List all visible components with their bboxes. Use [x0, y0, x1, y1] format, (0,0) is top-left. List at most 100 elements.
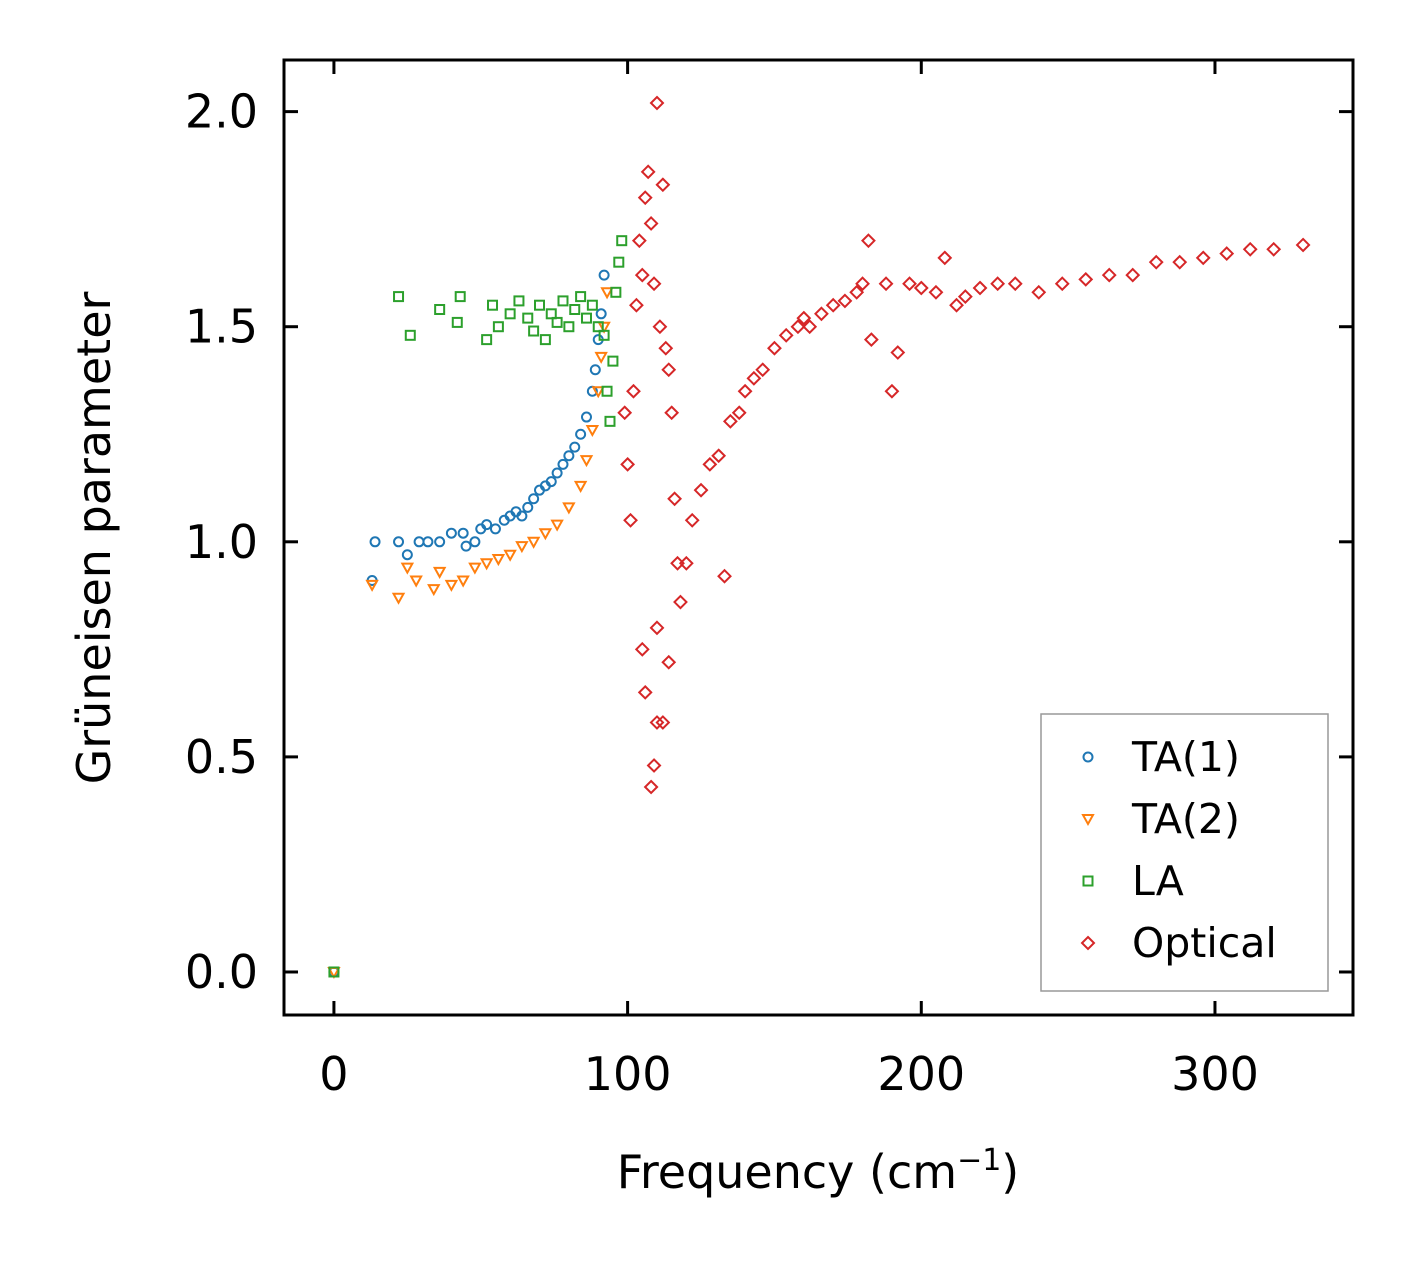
point-ta2 — [585, 424, 600, 438]
point-optical — [849, 284, 865, 300]
point-la — [613, 256, 625, 268]
point-la — [393, 291, 405, 303]
point-optical — [649, 715, 665, 730]
point-optical — [1101, 267, 1117, 283]
point-optical — [664, 405, 680, 421]
point-ta2 — [538, 528, 553, 541]
point-optical — [623, 512, 638, 528]
point-la — [598, 329, 610, 341]
point-ta1 — [413, 536, 425, 548]
point-ta1 — [401, 549, 413, 561]
point-optical — [855, 276, 870, 292]
point-la — [528, 325, 540, 337]
point-ta2 — [456, 575, 470, 588]
point-ta1 — [563, 450, 575, 462]
point-optical — [1078, 271, 1094, 287]
legend-label: TA(2) — [1131, 795, 1240, 843]
point-ta2 — [515, 541, 529, 554]
point-la — [616, 235, 628, 247]
point-optical — [814, 306, 829, 322]
point-optical — [737, 383, 753, 399]
point-optical — [928, 284, 944, 300]
point-ta2 — [503, 549, 517, 562]
point-ta2 — [597, 321, 611, 334]
point-optical — [629, 297, 644, 313]
point-optical — [778, 327, 794, 343]
legend-label: TA(1) — [1131, 733, 1240, 781]
point-la — [513, 295, 525, 307]
point-la — [601, 385, 613, 397]
legend: TA(1) TA(2) LA Optical — [1040, 713, 1329, 992]
point-ta1 — [445, 527, 457, 539]
point-la — [522, 312, 534, 324]
point-la — [575, 291, 587, 303]
point-optical — [796, 310, 812, 326]
point-ta2 — [550, 519, 564, 532]
point-optical — [949, 297, 964, 313]
point-optical — [1266, 241, 1282, 257]
point-ta1 — [434, 536, 446, 548]
axis-ticks: 0 100 200 300 0.0 0.5 1.0 1.5 2.0 — [185, 60, 1353, 1101]
point-ta2 — [562, 502, 576, 515]
point-ta1 — [422, 536, 434, 548]
point-la — [404, 329, 416, 341]
point-la — [563, 321, 575, 333]
point-ta1 — [580, 411, 592, 423]
point-ta1 — [522, 501, 534, 513]
point-la — [492, 321, 504, 333]
point-optical — [693, 482, 709, 498]
point-optical — [1172, 254, 1188, 270]
point-ta1 — [557, 458, 569, 470]
point-ta2 — [573, 480, 588, 493]
point-optical — [684, 512, 700, 528]
legend-label: Optical — [1132, 919, 1277, 967]
point-optical — [878, 276, 894, 292]
legend-box — [1040, 713, 1329, 992]
point-la — [487, 299, 499, 311]
point-ta2 — [479, 558, 494, 571]
point-la — [557, 295, 569, 307]
point-ta1 — [481, 519, 493, 531]
point-optical — [655, 715, 671, 730]
point-ta1 — [595, 308, 607, 320]
point-ta1 — [551, 467, 563, 479]
point-optical — [673, 594, 688, 610]
point-ta1 — [460, 540, 472, 552]
point-optical — [631, 233, 647, 249]
point-ta1 — [369, 536, 381, 548]
x-tick-label: 0 — [319, 1047, 348, 1101]
point-ta2 — [594, 351, 608, 364]
x-tick-label: 200 — [877, 1047, 965, 1101]
point-ta1 — [545, 476, 557, 488]
point-optical — [1031, 284, 1047, 300]
point-optical — [1295, 237, 1311, 253]
plot-frame — [282, 58, 1355, 1017]
y-tick-label: 1.0 — [185, 515, 258, 569]
point-optical — [617, 405, 633, 421]
x-axis-title-main: Frequency (cm — [617, 1145, 957, 1199]
point-optical — [1125, 267, 1141, 283]
point-optical — [661, 654, 677, 670]
point-optical — [661, 362, 677, 378]
point-optical — [1007, 276, 1023, 292]
point-optical — [678, 555, 694, 571]
point-ta1 — [528, 493, 540, 505]
point-optical — [1219, 246, 1235, 261]
point-optical — [825, 297, 841, 313]
point-ta1 — [569, 441, 581, 453]
point-la — [504, 308, 516, 320]
point-optical — [646, 276, 662, 292]
point-optical — [767, 340, 782, 356]
point-la — [551, 316, 563, 328]
point-la — [604, 415, 616, 427]
point-optical — [646, 758, 662, 773]
y-tick-label: 1.5 — [185, 300, 258, 354]
point-la — [586, 299, 598, 311]
point-ta2 — [468, 562, 482, 575]
point-ta2 — [409, 575, 423, 588]
y-tick-label: 0.0 — [185, 945, 258, 999]
point-optical — [637, 190, 653, 206]
point-optical — [658, 340, 674, 356]
x-axis-title-close: ) — [1001, 1145, 1019, 1199]
point-optical — [1148, 254, 1164, 270]
